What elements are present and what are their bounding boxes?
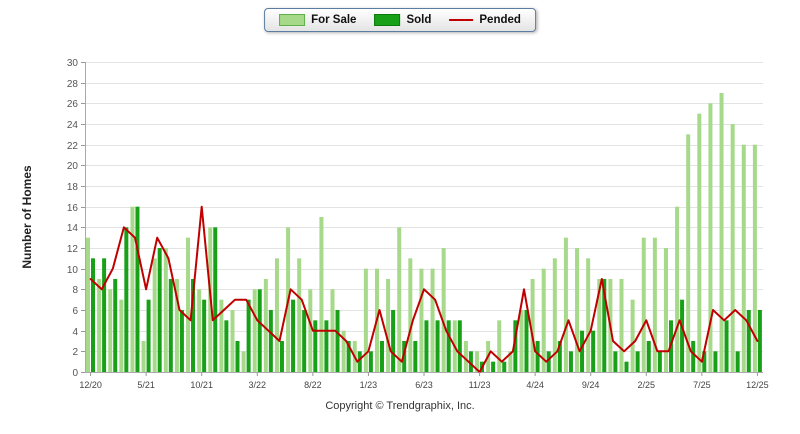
svg-text:1/23: 1/23 bbox=[360, 380, 378, 390]
svg-text:6: 6 bbox=[72, 306, 78, 317]
svg-text:4/24: 4/24 bbox=[526, 380, 544, 390]
legend: For Sale Sold Pended bbox=[264, 8, 536, 32]
pended-line bbox=[89, 205, 759, 373]
svg-text:12: 12 bbox=[67, 244, 79, 255]
legend-item-sold: Sold bbox=[374, 14, 431, 26]
svg-text:2: 2 bbox=[72, 347, 78, 358]
legend-label-pended: Pended bbox=[479, 14, 521, 26]
copyright-text: Copyright © Trendgraphix, Inc. bbox=[325, 400, 475, 412]
pended-line-swatch-icon bbox=[449, 19, 474, 21]
svg-text:24: 24 bbox=[67, 120, 79, 131]
svg-text:6/23: 6/23 bbox=[415, 380, 433, 390]
bars-for-sale bbox=[86, 93, 757, 373]
svg-text:20: 20 bbox=[67, 161, 79, 172]
svg-text:10/21: 10/21 bbox=[190, 380, 213, 390]
legend-label-for-sale: For Sale bbox=[311, 14, 357, 26]
svg-text:18: 18 bbox=[67, 182, 79, 193]
svg-text:9/24: 9/24 bbox=[582, 380, 600, 390]
svg-text:4: 4 bbox=[72, 327, 78, 338]
svg-text:8: 8 bbox=[72, 285, 78, 296]
svg-text:3/22: 3/22 bbox=[249, 380, 267, 390]
svg-text:16: 16 bbox=[67, 203, 79, 214]
x-axis-tick-labels: 12/20 5/21 10/21 3/22 8/22 1/23 6/23 11/23 4/24 9… bbox=[79, 372, 769, 390]
for-sale-swatch-icon bbox=[279, 14, 306, 26]
svg-text:22: 22 bbox=[67, 141, 79, 152]
svg-text:12/20: 12/20 bbox=[79, 380, 102, 390]
svg-text:5/21: 5/21 bbox=[137, 380, 155, 390]
svg-text:11/23: 11/23 bbox=[469, 380, 491, 390]
legend-item-pended: Pended bbox=[449, 14, 521, 26]
svg-text:14: 14 bbox=[67, 223, 79, 234]
svg-text:30: 30 bbox=[67, 58, 79, 69]
svg-text:12/25: 12/25 bbox=[746, 380, 769, 390]
svg-text:28: 28 bbox=[67, 79, 79, 90]
legend-label-sold: Sold bbox=[406, 14, 432, 26]
svg-text:2/25: 2/25 bbox=[638, 380, 656, 390]
legend-item-for-sale: For Sale bbox=[279, 14, 356, 26]
bars-sold bbox=[91, 206, 762, 372]
svg-text:26: 26 bbox=[67, 99, 79, 110]
svg-text:10: 10 bbox=[67, 265, 79, 276]
sold-swatch-icon bbox=[374, 14, 401, 26]
svg-text:7/25: 7/25 bbox=[693, 380, 711, 390]
svg-text:0: 0 bbox=[72, 368, 78, 379]
svg-text:8/22: 8/22 bbox=[304, 380, 322, 390]
